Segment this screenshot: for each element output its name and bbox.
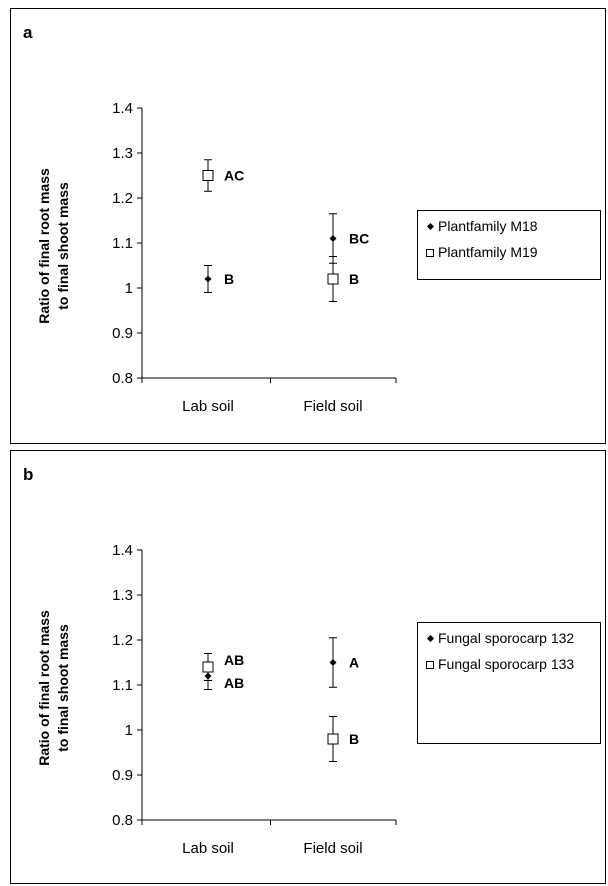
legend-label: Plantfamily M18 — [438, 218, 538, 234]
chart-plot-b: 0.8 0.9 1 1.1 1.2 1.3 1.4 Lab soil Field soil Rat… — [36, 542, 397, 857]
y-tick-label: 1.2 — [112, 190, 133, 207]
y-axis-title: Ratio of final root mass — [36, 610, 52, 766]
y-tick-label: 1.4 — [112, 100, 133, 117]
y-tick-label: 1.1 — [112, 677, 133, 694]
y-tick-label: 1.2 — [112, 632, 133, 649]
data-point-diamond — [329, 235, 337, 242]
square-marker-icon — [424, 655, 436, 674]
y-axis-title: to final shoot mass — [55, 182, 71, 310]
chart-plot-a: 0.8 0.9 1 1.1 1.2 1.3 1.4 Lab soil Field soil Rat… — [36, 100, 397, 415]
legend-label: Fungal sporocarp 132 — [438, 630, 575, 646]
legend: Fungal sporocarp 132 Fungal sporocarp 13… — [417, 622, 601, 744]
y-axis-title: to final shoot mass — [55, 624, 71, 752]
x-tick-label: Lab soil — [182, 398, 234, 415]
y-tick-label: 0.9 — [112, 767, 133, 784]
y-tick-label: 1.1 — [112, 235, 133, 252]
y-tick-label: 1.4 — [112, 542, 133, 559]
legend-entry-series-1: Plantfamily M18 — [424, 217, 594, 236]
legend-label: Fungal sporocarp 133 — [438, 656, 575, 672]
legend-entry-series-2: Fungal sporocarp 133 — [424, 655, 594, 674]
legend-label: Plantfamily M19 — [438, 244, 538, 260]
chart-panel-b: b 0.8 0.9 1 1.1 1.2 1.3 1.4 Lab soil Field soil R… — [10, 450, 606, 884]
x-tick-label: Lab soil — [182, 840, 234, 857]
y-tick-label: 0.8 — [112, 812, 133, 829]
x-tick-label: Field soil — [303, 840, 362, 857]
legend-entry-series-1: Fungal sporocarp 132 — [424, 629, 594, 648]
data-label: AB — [224, 652, 244, 668]
x-tick-label: Field soil — [303, 398, 362, 415]
legend: Plantfamily M18 Plantfamily M19 — [417, 210, 601, 280]
y-tick-label: 0.8 — [112, 370, 133, 387]
data-point-square — [202, 170, 214, 181]
y-tick-label: 1.3 — [112, 587, 133, 604]
y-tick-label: 1 — [125, 280, 133, 297]
data-label: AC — [224, 168, 244, 184]
data-point-square — [202, 661, 214, 673]
data-label: B — [349, 271, 359, 287]
data-point-diamond — [204, 275, 212, 283]
data-label: A — [349, 655, 359, 671]
data-point-square — [327, 733, 339, 745]
legend-entry-series-2: Plantfamily M19 — [424, 243, 594, 262]
y-axis-title: Ratio of final root mass — [36, 168, 52, 324]
data-label: B — [349, 731, 359, 747]
data-label: B — [224, 271, 234, 287]
square-marker-icon — [424, 243, 436, 262]
data-point-square — [327, 273, 339, 285]
data-label: AB — [224, 675, 244, 691]
y-tick-label: 1 — [125, 722, 133, 739]
y-tick-label: 1.3 — [112, 145, 133, 162]
diamond-marker-icon — [424, 629, 436, 648]
y-tick-label: 0.9 — [112, 325, 133, 342]
data-label: BC — [349, 231, 369, 247]
diamond-marker-icon — [424, 217, 436, 236]
panel-label: b — [23, 465, 34, 484]
data-point-diamond — [329, 659, 337, 666]
chart-panel-a: a 0.8 0.9 1 1.1 1.2 1.3 1.4 Lab soil Field soil R… — [10, 8, 606, 444]
panel-label: a — [23, 23, 33, 42]
